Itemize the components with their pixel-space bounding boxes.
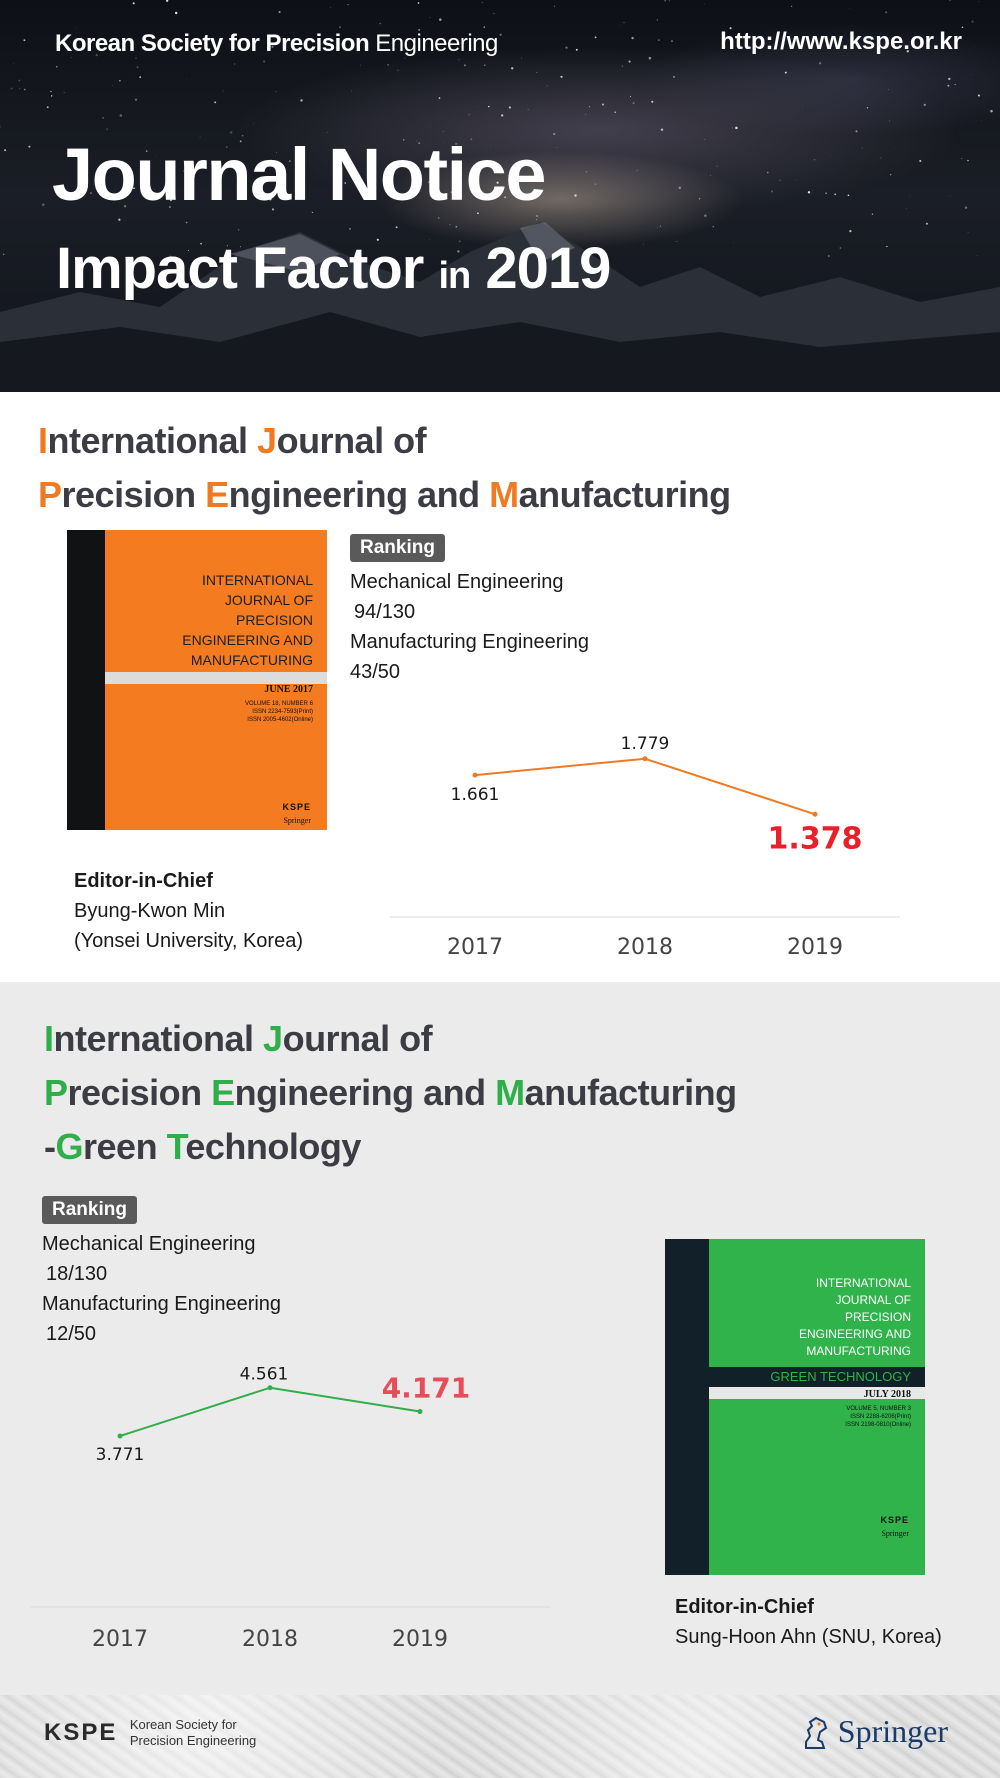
cover-band-text: GREEN TECHNOLOGY xyxy=(770,1369,911,1384)
data-point xyxy=(472,772,478,778)
x-tick-label: 2019 xyxy=(787,935,843,960)
journal2-editor: Editor-in-Chief Sung-Hoon Ahn (SNU, Kore… xyxy=(675,1596,942,1648)
journal1-section: International Journal of Precision Engin… xyxy=(0,392,1000,982)
page-subtitle: Impact Factor in 2019 xyxy=(56,236,611,301)
org-name: Korean Society for Precision Engineering xyxy=(55,30,498,57)
x-tick-label: 2018 xyxy=(242,1627,298,1652)
cover-spine xyxy=(665,1239,709,1575)
data-label: 4.561 xyxy=(240,1365,289,1385)
springer-name: Springer xyxy=(837,1713,948,1749)
cover-month: JULY 2018 xyxy=(863,1389,911,1400)
cover-band xyxy=(105,672,327,684)
cover-month: JUNE 2017 xyxy=(264,684,313,695)
journal2-section: International Journal of Precision Engin… xyxy=(0,982,1000,1695)
cover-publisher: Springer xyxy=(881,1529,909,1538)
cover-dark-band: GREEN TECHNOLOGY xyxy=(709,1367,925,1387)
x-tick-label: 2018 xyxy=(617,935,673,960)
data-label: 1.779 xyxy=(621,734,670,754)
journal1-editor: Editor-in-Chief Byung-Kwon Min (Yonsei U… xyxy=(74,870,303,952)
springer-logo: Springer xyxy=(800,1713,948,1750)
data-point xyxy=(812,811,818,817)
x-tick-label: 2017 xyxy=(92,1627,148,1652)
impact-factor-chart-1: 1.661 2017 1.779 2018 1.378 2019 xyxy=(390,734,900,960)
series-line xyxy=(119,1386,421,1437)
highlight-data-label: 4.171 xyxy=(382,1372,471,1405)
cover-info: VOLUME 5, NUMBER 3 ISSN 2288-6206(Print)… xyxy=(845,1406,911,1428)
kspe-logo: KSPE Korean Society for Precision Engine… xyxy=(44,1717,256,1749)
series-line xyxy=(474,757,816,816)
ranking-badge: Ranking xyxy=(42,1196,137,1224)
springer-horse-icon xyxy=(804,1716,827,1749)
cover-spine xyxy=(67,530,105,830)
cover-info: VOLUME 18, NUMBER 6 ISSN 2234-7593(Print… xyxy=(244,701,313,723)
cover-kspe-logo: KSPE xyxy=(880,1515,909,1525)
data-point xyxy=(117,1433,123,1439)
data-point xyxy=(267,1385,273,1391)
mountain-silhouette xyxy=(0,222,1000,392)
cover-kspe-logo: KSPE xyxy=(282,802,311,812)
cover-publisher: Springer xyxy=(283,816,311,825)
org-url-link[interactable]: http://www.kspe.or.kr xyxy=(720,28,962,55)
impact-factor-chart-2: 3.771 2017 4.561 2018 4.171 2019 xyxy=(30,1365,550,1652)
ranking-badge: Ranking xyxy=(350,534,445,562)
journal1-title: International Journal of Precision Engin… xyxy=(38,420,731,515)
journal2-cover-image: INTERNATIONAL JOURNAL OF PRECISION ENGIN… xyxy=(665,1239,925,1575)
cover-title: INTERNATIONAL JOURNAL OF PRECISION ENGIN… xyxy=(798,1276,911,1358)
journal2-title: International Journal of Precision Engin… xyxy=(44,1018,737,1167)
ranking-list: Mechanical Engineering 18/130 Manufactur… xyxy=(42,1233,282,1345)
journal1-cover-image: INTERNATIONAL JOURNAL OF PRECISION ENGIN… xyxy=(67,530,327,830)
kspe-logo-mark: KSPE xyxy=(44,1719,118,1746)
x-tick-label: 2017 xyxy=(447,935,503,960)
kspe-logo-text: Korean Society for Precision Engineering xyxy=(129,1717,257,1748)
ranking-list: Mechanical Engineering 94/130 Manufactur… xyxy=(350,571,590,683)
page-title: Journal Notice xyxy=(52,133,547,216)
cover-title: INTERNATIONAL JOURNAL OF PRECISION ENGIN… xyxy=(182,572,313,668)
header-banner: Korean Society for Precision Engineering… xyxy=(0,0,1000,392)
cover-band xyxy=(709,1387,925,1399)
data-point xyxy=(642,756,648,762)
highlight-data-label: 1.378 xyxy=(768,821,863,856)
footer: KSPE Korean Society for Precision Engine… xyxy=(0,1695,1000,1778)
starfield-background xyxy=(0,0,993,260)
data-point xyxy=(417,1409,423,1415)
x-tick-label: 2019 xyxy=(392,1627,448,1652)
data-label: 1.661 xyxy=(451,785,500,805)
data-label: 3.771 xyxy=(96,1445,145,1465)
